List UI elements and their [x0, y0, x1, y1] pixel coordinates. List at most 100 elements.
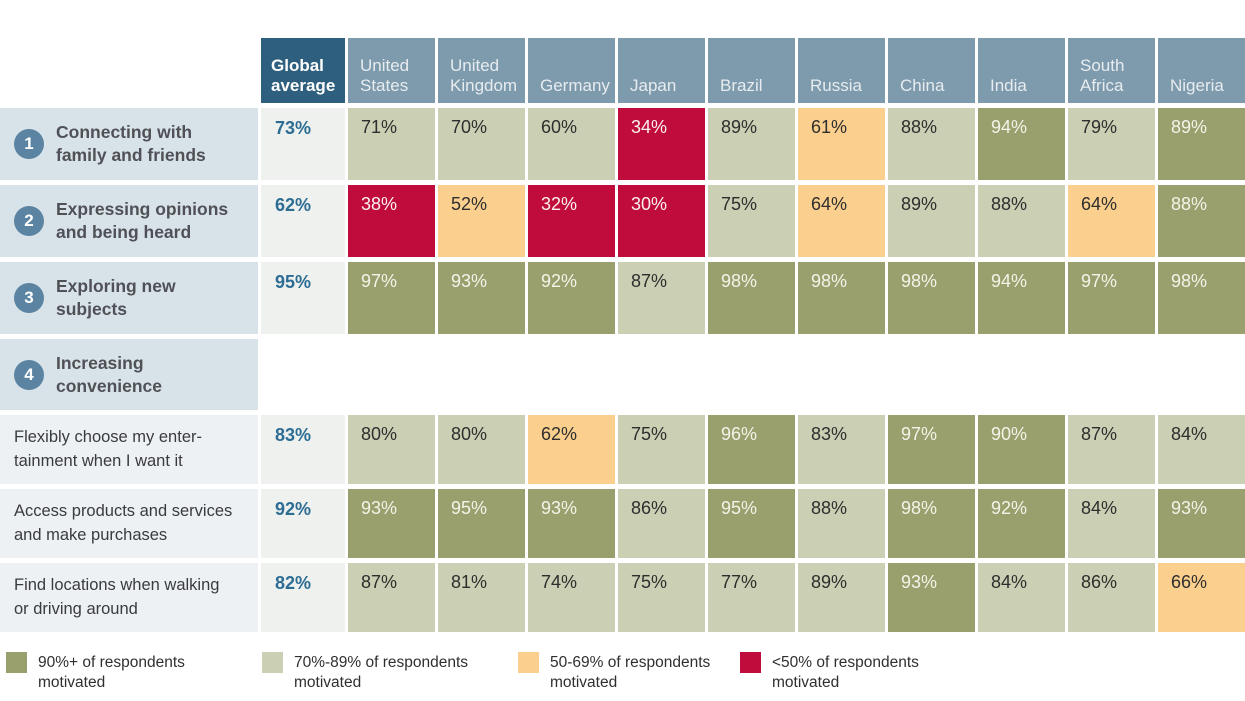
data-cell: 77%	[708, 563, 795, 632]
sub-row-label: Find locations when walking or driving a…	[0, 563, 258, 632]
data-cell: 87%	[1068, 415, 1155, 484]
column-header-china: China	[888, 38, 975, 103]
data-cell: 81%	[438, 563, 525, 632]
data-cell: 98%	[708, 262, 795, 334]
data-cell: 62%	[528, 415, 615, 484]
column-header-united-states: United States	[348, 38, 435, 103]
row-label-text: Connecting with family and friends	[56, 122, 206, 165]
data-cell: 89%	[708, 108, 795, 180]
data-cell: 80%	[438, 415, 525, 484]
data-cell: 90%	[978, 415, 1065, 484]
data-cell: 38%	[348, 185, 435, 257]
data-cell: 71%	[348, 108, 435, 180]
data-cell: 93%	[348, 489, 435, 558]
data-cell: 30%	[618, 185, 705, 257]
legend-swatch-70-89	[262, 652, 283, 673]
empty-cell	[348, 339, 435, 410]
legend-item-50-69: 50-69% of respondents motivated	[518, 652, 740, 694]
data-cell: 87%	[618, 262, 705, 334]
sub-row-label: Flexibly choose my enter- tainment when …	[0, 415, 258, 484]
heatmap-grid: Global average United States United Kingdo…	[0, 38, 1245, 632]
column-header-germany: Germany	[528, 38, 615, 103]
data-cell: 87%	[348, 563, 435, 632]
empty-cell	[978, 339, 1065, 410]
data-cell: 75%	[618, 415, 705, 484]
legend-label: 50-69% of respondents motivated	[550, 654, 711, 692]
legend-swatch-50-69	[518, 652, 539, 673]
empty-cell	[618, 339, 705, 410]
data-cell: 34%	[618, 108, 705, 180]
data-cell: 88%	[978, 185, 1065, 257]
legend-label: <50% of respondents motivated	[772, 654, 919, 692]
data-cell: 94%	[978, 262, 1065, 334]
data-cell: 93%	[888, 563, 975, 632]
global-average-cell: 82%	[261, 563, 345, 632]
column-header-global-average: Global average	[261, 38, 345, 103]
data-cell: 97%	[888, 415, 975, 484]
data-cell: 97%	[348, 262, 435, 334]
row-label-text: Increasing convenience	[56, 352, 163, 396]
data-cell: 95%	[708, 489, 795, 558]
data-cell: 80%	[348, 415, 435, 484]
data-cell: 88%	[888, 108, 975, 180]
empty-cell	[528, 339, 615, 410]
number-badge-1: 1	[14, 129, 44, 159]
data-cell: 98%	[798, 262, 885, 334]
row-label-1: 1 Connecting with family and friends	[0, 108, 258, 180]
row-label-4: 4 Increasing convenience	[0, 339, 258, 410]
data-cell: 97%	[1068, 262, 1155, 334]
row-label-2: 2 Expressing opinions and being heard	[0, 185, 258, 257]
global-average-cell: 95%	[261, 262, 345, 334]
data-cell: 88%	[798, 489, 885, 558]
column-header-india: India	[978, 38, 1065, 103]
column-header-nigeria: Nigeria	[1158, 38, 1245, 103]
sub-row-label: Access products and services and make pu…	[0, 489, 258, 558]
data-cell: 96%	[708, 415, 795, 484]
legend-swatch-90plus	[6, 652, 27, 673]
data-cell: 86%	[1068, 563, 1155, 632]
data-cell: 95%	[438, 489, 525, 558]
data-cell: 66%	[1158, 563, 1245, 632]
column-header-russia: Russia	[798, 38, 885, 103]
data-cell: 64%	[1068, 185, 1155, 257]
data-cell: 84%	[1158, 415, 1245, 484]
empty-cell	[798, 339, 885, 410]
data-cell: 89%	[798, 563, 885, 632]
global-average-cell: 62%	[261, 185, 345, 257]
data-cell: 61%	[798, 108, 885, 180]
data-cell: 98%	[888, 262, 975, 334]
data-cell: 52%	[438, 185, 525, 257]
column-header-south-africa: South Africa	[1068, 38, 1155, 103]
corner-spacer	[0, 38, 258, 103]
number-badge-3: 3	[14, 283, 44, 313]
row-label-text: Expressing opinions and being heard	[56, 199, 229, 242]
empty-cell	[1158, 339, 1245, 410]
data-cell: 84%	[978, 563, 1065, 632]
empty-cell	[1068, 339, 1155, 410]
data-cell: 32%	[528, 185, 615, 257]
row-label-3: 3 Exploring new subjects	[0, 262, 258, 334]
data-cell: 75%	[618, 563, 705, 632]
column-header-united-kingdom: United Kingdom	[438, 38, 525, 103]
legend-item-below-50: <50% of respondents motivated	[740, 652, 919, 694]
data-cell: 92%	[528, 262, 615, 334]
empty-cell	[708, 339, 795, 410]
data-cell: 89%	[888, 185, 975, 257]
data-cell: 93%	[438, 262, 525, 334]
data-cell: 89%	[1158, 108, 1245, 180]
data-cell: 75%	[708, 185, 795, 257]
data-cell: 64%	[798, 185, 885, 257]
column-header-brazil: Brazil	[708, 38, 795, 103]
legend-label: 90%+ of respondents motivated	[38, 654, 185, 692]
column-header-japan: Japan	[618, 38, 705, 103]
number-badge-4: 4	[14, 359, 44, 390]
data-cell: 93%	[1158, 489, 1245, 558]
legend: 90%+ of respondents motivated 70%-89% of…	[0, 652, 1245, 694]
data-cell: 79%	[1068, 108, 1155, 180]
data-cell: 88%	[1158, 185, 1245, 257]
row-label-text: Exploring new subjects	[56, 276, 176, 319]
data-cell: 84%	[1068, 489, 1155, 558]
legend-item-70-89: 70%-89% of respondents motivated	[262, 652, 518, 694]
global-average-cell: 92%	[261, 489, 345, 558]
empty-cell	[438, 339, 525, 410]
